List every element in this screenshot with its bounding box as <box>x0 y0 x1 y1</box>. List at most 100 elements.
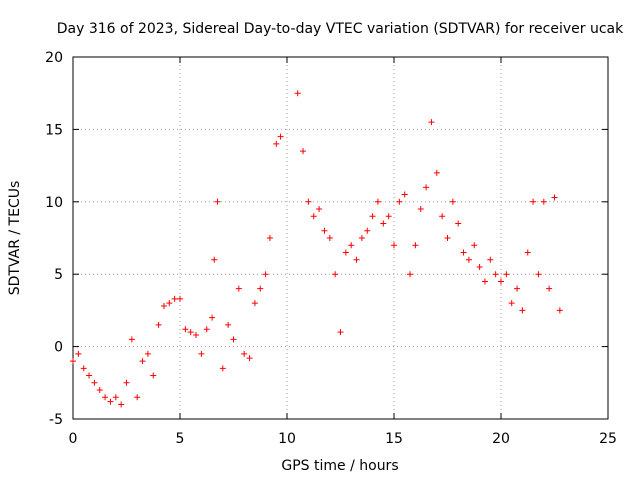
data-point <box>144 350 151 357</box>
data-point <box>530 198 537 205</box>
x-tick-label: 15 <box>385 431 403 447</box>
data-point <box>487 256 494 263</box>
data-point <box>171 295 178 302</box>
data-point <box>514 285 521 292</box>
y-tick-label: 15 <box>45 122 63 138</box>
data-point <box>294 90 301 97</box>
data-point <box>455 220 462 227</box>
data-point <box>321 227 328 234</box>
data-point <box>134 394 141 401</box>
data-point <box>277 133 284 140</box>
x-tick-label: 0 <box>69 431 78 447</box>
data-point <box>300 148 307 155</box>
data-point <box>385 213 392 220</box>
data-point <box>492 271 499 278</box>
data-point <box>70 358 76 365</box>
data-point <box>96 387 103 394</box>
data-point <box>211 256 218 263</box>
data-point <box>508 300 515 307</box>
data-point <box>337 329 344 336</box>
data-point <box>139 358 146 365</box>
y-tick-label: -5 <box>49 412 63 428</box>
x-tick-label: 10 <box>278 431 296 447</box>
data-point <box>417 206 424 213</box>
data-point <box>177 295 183 302</box>
y-tick-label: 5 <box>54 267 63 283</box>
data-point <box>540 198 547 205</box>
data-point <box>412 242 419 249</box>
data-point <box>342 249 349 256</box>
grid-lines <box>73 57 608 419</box>
data-point <box>257 285 264 292</box>
data-points <box>70 90 563 408</box>
data-point <box>519 307 526 314</box>
data-point <box>380 220 387 227</box>
data-point <box>498 278 504 285</box>
data-point <box>551 194 558 201</box>
data-point <box>369 213 376 220</box>
data-point <box>187 329 194 336</box>
axis-ticks: 0 5 10 15 20 25 -5 0 5 10 15 20 <box>45 50 617 447</box>
data-point <box>546 285 553 292</box>
data-point <box>241 350 248 357</box>
data-point <box>203 326 210 333</box>
data-point <box>535 271 542 278</box>
data-point <box>428 119 435 126</box>
x-tick-label: 25 <box>599 431 617 447</box>
data-point <box>102 394 109 401</box>
data-point <box>251 300 258 307</box>
data-point <box>407 271 414 278</box>
data-point <box>364 227 371 234</box>
data-point <box>401 191 408 198</box>
data-point <box>150 372 157 379</box>
data-point <box>524 249 531 256</box>
data-point <box>230 336 237 343</box>
data-point <box>471 242 478 249</box>
data-point <box>310 213 317 220</box>
data-point <box>91 379 98 386</box>
x-tick-label: 5 <box>176 431 185 447</box>
y-tick-label: 0 <box>54 340 63 356</box>
data-point <box>326 235 333 241</box>
x-tick-label: 20 <box>492 431 510 447</box>
data-point <box>374 198 381 205</box>
data-point <box>332 271 339 278</box>
data-point <box>123 379 130 386</box>
plot-frame <box>72 56 609 420</box>
data-point <box>481 278 488 285</box>
data-point <box>305 198 312 205</box>
chart-title: Day 316 of 2023, Sidereal Day-to-day VTE… <box>57 21 624 37</box>
data-point <box>219 365 226 372</box>
data-point <box>449 198 456 205</box>
data-point <box>166 300 173 307</box>
data-point <box>358 235 365 241</box>
data-point <box>225 321 232 328</box>
x-axis-label: GPS time / hours <box>281 458 398 474</box>
data-point <box>353 256 360 263</box>
data-point <box>107 398 114 405</box>
data-point <box>465 256 472 263</box>
data-point <box>503 271 510 278</box>
data-point <box>128 336 135 343</box>
data-point <box>112 394 119 401</box>
data-point <box>439 213 446 220</box>
y-axis-label: SDTVAR / TECUs <box>7 181 23 296</box>
data-point <box>246 355 253 362</box>
data-point <box>198 350 205 357</box>
data-point <box>391 242 397 249</box>
data-point <box>396 198 403 205</box>
data-point <box>155 321 162 328</box>
data-point <box>75 350 82 357</box>
y-tick-label: 20 <box>45 50 63 66</box>
data-point <box>556 307 563 314</box>
data-point <box>460 249 467 256</box>
data-point <box>235 285 242 292</box>
data-point <box>160 303 167 310</box>
data-point <box>86 372 93 379</box>
data-point <box>262 271 269 278</box>
data-point <box>266 235 273 241</box>
data-point <box>273 140 280 147</box>
data-point <box>316 206 323 213</box>
data-point <box>214 198 221 205</box>
